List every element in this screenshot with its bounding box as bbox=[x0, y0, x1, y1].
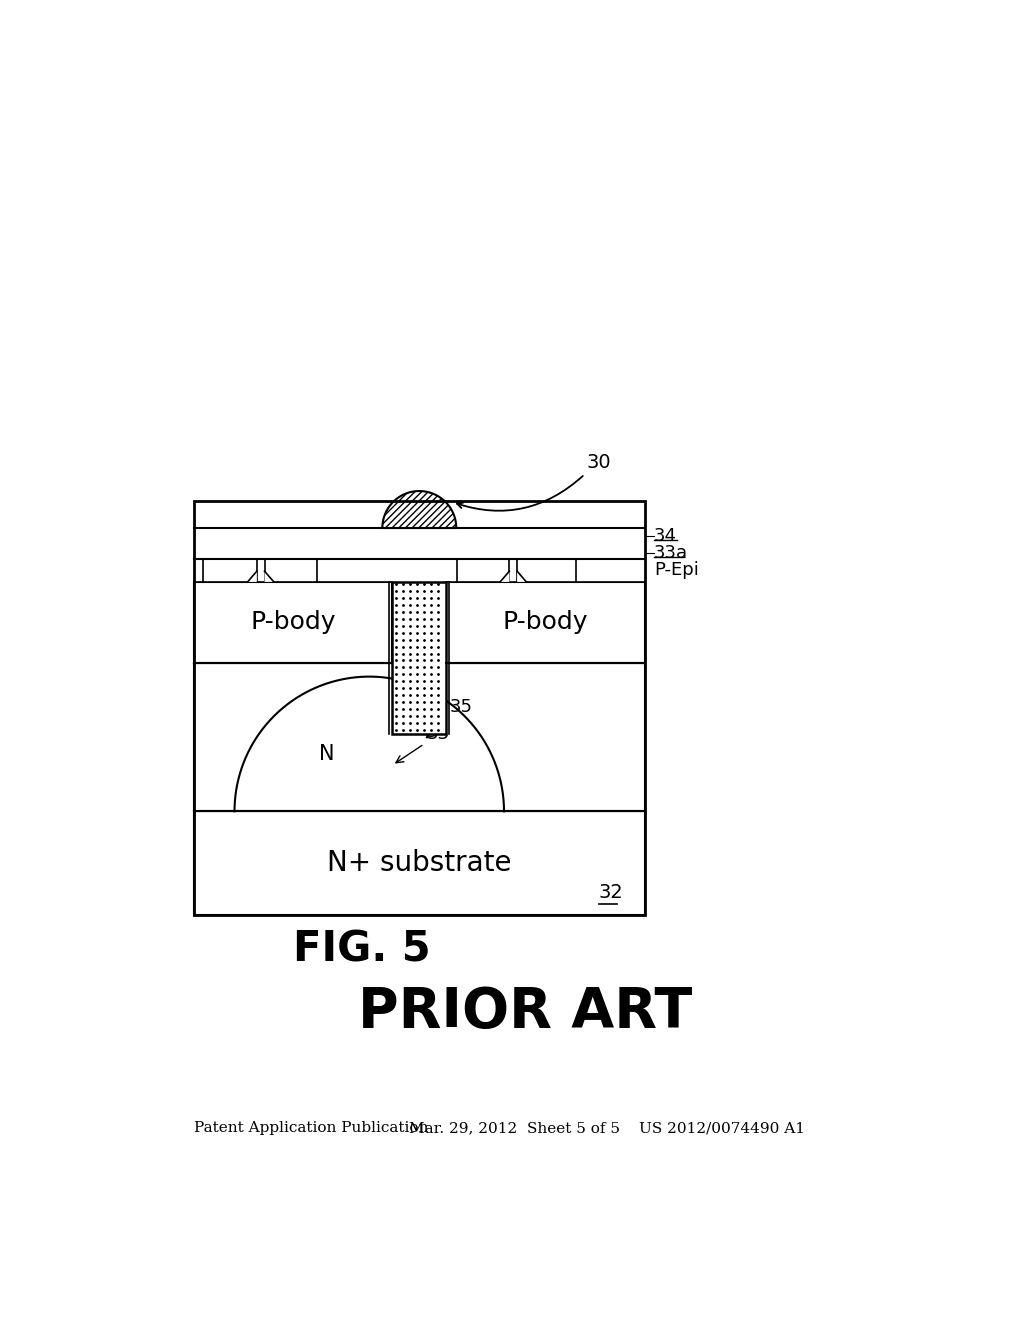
Text: US 2012/0074490 A1: US 2012/0074490 A1 bbox=[639, 1121, 805, 1135]
Text: 34: 34 bbox=[654, 527, 677, 545]
Text: 32: 32 bbox=[599, 883, 624, 903]
Text: Patent Application Publication: Patent Application Publication bbox=[194, 1121, 428, 1135]
Bar bbox=[446, 582, 645, 663]
Polygon shape bbox=[264, 572, 273, 582]
Text: Mar. 29, 2012  Sheet 5 of 5: Mar. 29, 2012 Sheet 5 of 5 bbox=[410, 1121, 621, 1135]
Text: 33a: 33a bbox=[654, 544, 688, 561]
Text: N+: N+ bbox=[276, 561, 305, 579]
Bar bbox=[264, 558, 316, 582]
Bar bbox=[203, 558, 257, 582]
Bar bbox=[195, 558, 644, 582]
Text: P-body: P-body bbox=[503, 610, 589, 635]
Text: 33: 33 bbox=[396, 726, 450, 763]
Bar bbox=[457, 558, 509, 582]
Bar bbox=[194, 502, 645, 915]
Text: P+: P+ bbox=[217, 561, 243, 579]
Text: PRIOR ART: PRIOR ART bbox=[357, 985, 692, 1039]
Polygon shape bbox=[248, 572, 257, 582]
Bar bbox=[517, 558, 575, 582]
Text: P+: P+ bbox=[534, 561, 559, 579]
Text: 30: 30 bbox=[587, 453, 611, 471]
Text: P-Epi: P-Epi bbox=[654, 561, 699, 578]
Bar bbox=[194, 663, 645, 812]
Bar bbox=[194, 528, 645, 558]
Bar bbox=[194, 582, 392, 663]
Polygon shape bbox=[500, 572, 509, 582]
Text: N+: N+ bbox=[469, 561, 498, 579]
Text: 35: 35 bbox=[426, 698, 473, 738]
Text: FIG. 5: FIG. 5 bbox=[293, 928, 430, 970]
Bar bbox=[392, 582, 446, 734]
Text: N+ substrate: N+ substrate bbox=[327, 849, 512, 876]
Polygon shape bbox=[382, 491, 457, 528]
Bar bbox=[194, 812, 645, 915]
Polygon shape bbox=[517, 572, 526, 582]
Text: N: N bbox=[319, 743, 335, 763]
Text: P-body: P-body bbox=[250, 610, 336, 635]
